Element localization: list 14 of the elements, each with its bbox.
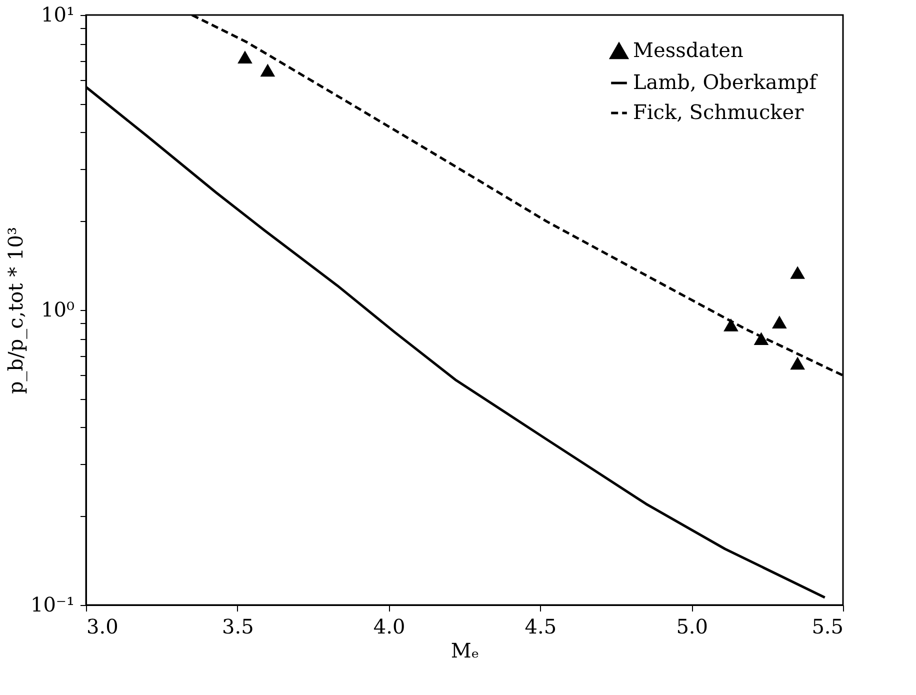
x-tick-label: 3.5 [222,614,254,638]
legend-label: Messdaten [633,38,744,62]
x-tick-label: 5.0 [676,614,708,638]
y-tick-label: 10¹ [41,2,74,26]
y-axis-title: p_b/p_c,tot * 10³ [3,226,28,394]
x-tick-label: 5.5 [812,614,844,638]
y-tick-label: 10⁻¹ [30,592,74,616]
y-tick-label: 10⁰ [41,298,74,322]
x-tick-label: 4.5 [524,614,557,638]
x-tick-label: 3.0 [86,614,118,638]
legend-label: Lamb, Oberkampf [633,70,818,94]
x-tick-label: 4.0 [373,614,406,638]
legend-label: Fick, Schmucker [633,100,804,124]
x-axis-title: Mₑ [450,638,480,662]
